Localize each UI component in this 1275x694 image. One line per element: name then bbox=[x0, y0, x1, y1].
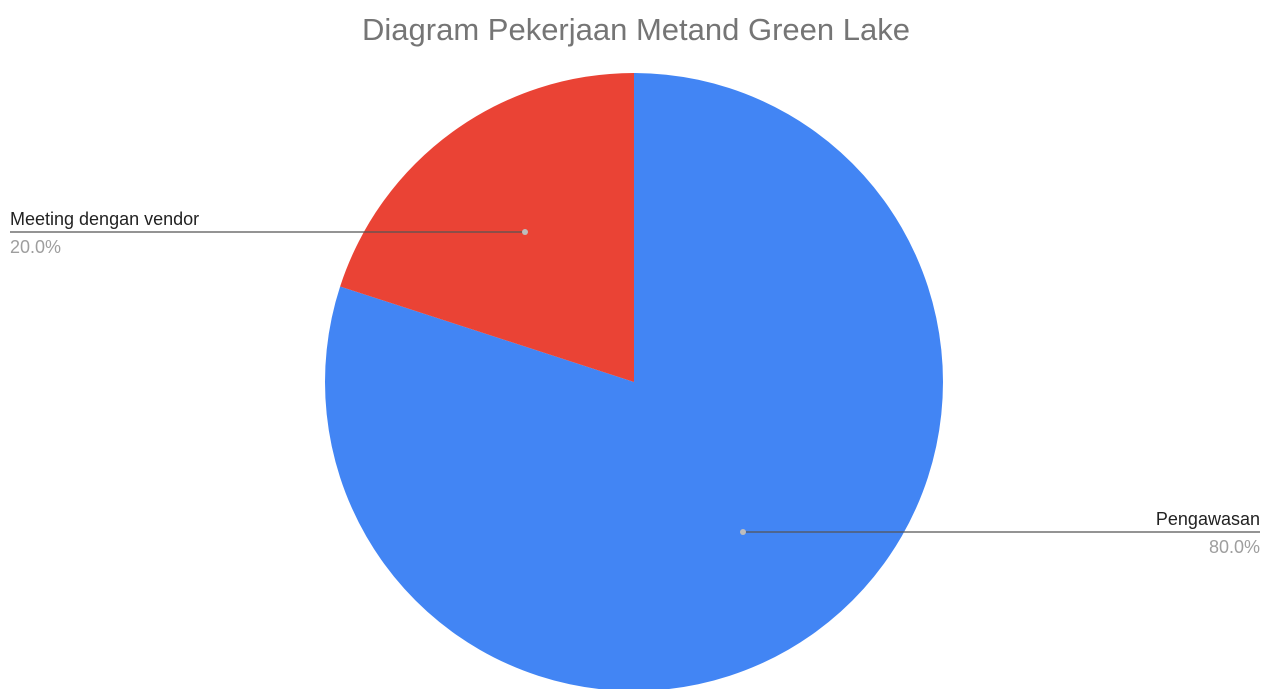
slice-percent-pengawasan: 80.0% bbox=[1209, 537, 1260, 557]
leader-dot-pengawasan bbox=[740, 529, 746, 535]
slice-label-meeting-dengan-vendor: Meeting dengan vendor bbox=[10, 209, 199, 229]
pie-slices bbox=[325, 73, 943, 689]
chart-title: Diagram Pekerjaan Metand Green Lake bbox=[362, 12, 910, 47]
leader-dot-meeting-dengan-vendor bbox=[522, 229, 528, 235]
slice-percent-meeting-dengan-vendor: 20.0% bbox=[10, 237, 61, 257]
slice-label-pengawasan: Pengawasan bbox=[1156, 509, 1260, 529]
